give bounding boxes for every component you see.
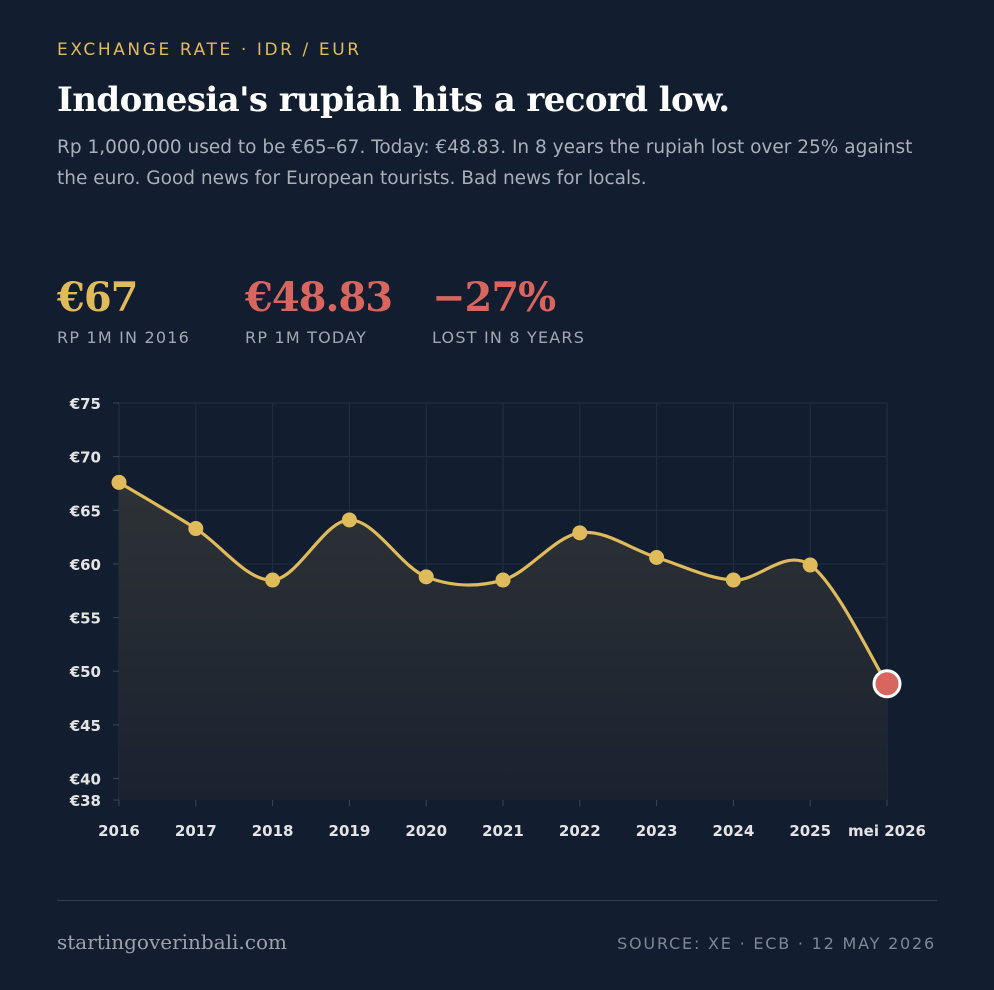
chart-eyebrow: EXCHANGE RATE · IDR / EUR: [57, 40, 362, 60]
data-point: [418, 569, 434, 585]
x-tick-label: 2022: [559, 822, 601, 840]
chart-title: Indonesia's rupiah hits a record low.: [57, 80, 730, 120]
x-tick-label: 2024: [713, 822, 755, 840]
stat-today-value: €48.83: [245, 274, 393, 321]
y-tick-label: €45: [69, 717, 101, 735]
y-tick-label: €60: [69, 556, 101, 574]
y-tick-label: €50: [69, 663, 101, 681]
stat-loss-value: −27%: [432, 274, 556, 321]
data-point: [572, 525, 588, 541]
exchange-rate-line-chart: €75 €70 €65 €60 €55 €50 €45 €40 €38 2016 2017 2018 2…: [69, 395, 926, 840]
y-tick-label: €38: [69, 792, 101, 810]
stat-loss: −27% LOST IN 8 YEARS: [432, 272, 585, 347]
stat-2016-value: €67: [57, 274, 139, 321]
x-tick-label: mei 2026: [848, 822, 926, 840]
stat-today-label: RP 1M TODAY: [245, 328, 368, 347]
x-tick-label: 2017: [175, 822, 217, 840]
data-point: [341, 512, 357, 528]
x-tick-label: 2023: [636, 822, 678, 840]
y-tick-label: €40: [69, 771, 101, 789]
data-point: [188, 521, 204, 537]
data-point: [265, 572, 281, 588]
y-tick-label: €65: [69, 502, 101, 520]
footer-divider: [57, 900, 937, 901]
chart-subtitle: Rp 1,000,000 used to be €65–67. Today: €…: [57, 137, 913, 189]
data-point-latest: [872, 669, 902, 699]
data-point: [725, 572, 741, 588]
x-tick-label: 2018: [252, 822, 294, 840]
x-tick-label: 2016: [98, 822, 140, 840]
data-point: [649, 550, 665, 566]
data-point: [802, 557, 818, 573]
data-point: [111, 474, 127, 490]
stat-loss-label: LOST IN 8 YEARS: [432, 328, 586, 347]
footer-source: SOURCE: XE · ECB · 12 MAY 2026: [617, 934, 936, 953]
stat-2016-label: RP 1M IN 2016: [57, 328, 191, 347]
data-point: [495, 572, 511, 588]
x-tick-label: 2020: [405, 822, 447, 840]
stat-today: €48.83 RP 1M TODAY: [245, 272, 393, 347]
footer-site[interactable]: startingoverinbali.com: [57, 930, 287, 954]
x-tick-label: 2025: [789, 822, 831, 840]
y-tick-label: €70: [69, 449, 101, 467]
x-tick-label: 2021: [482, 822, 524, 840]
x-tick-label: 2019: [329, 822, 371, 840]
y-tick-label: €75: [69, 395, 101, 413]
y-tick-label: €55: [69, 610, 101, 628]
stat-2016: €67 RP 1M IN 2016: [57, 272, 190, 347]
area-fill: [119, 482, 887, 800]
